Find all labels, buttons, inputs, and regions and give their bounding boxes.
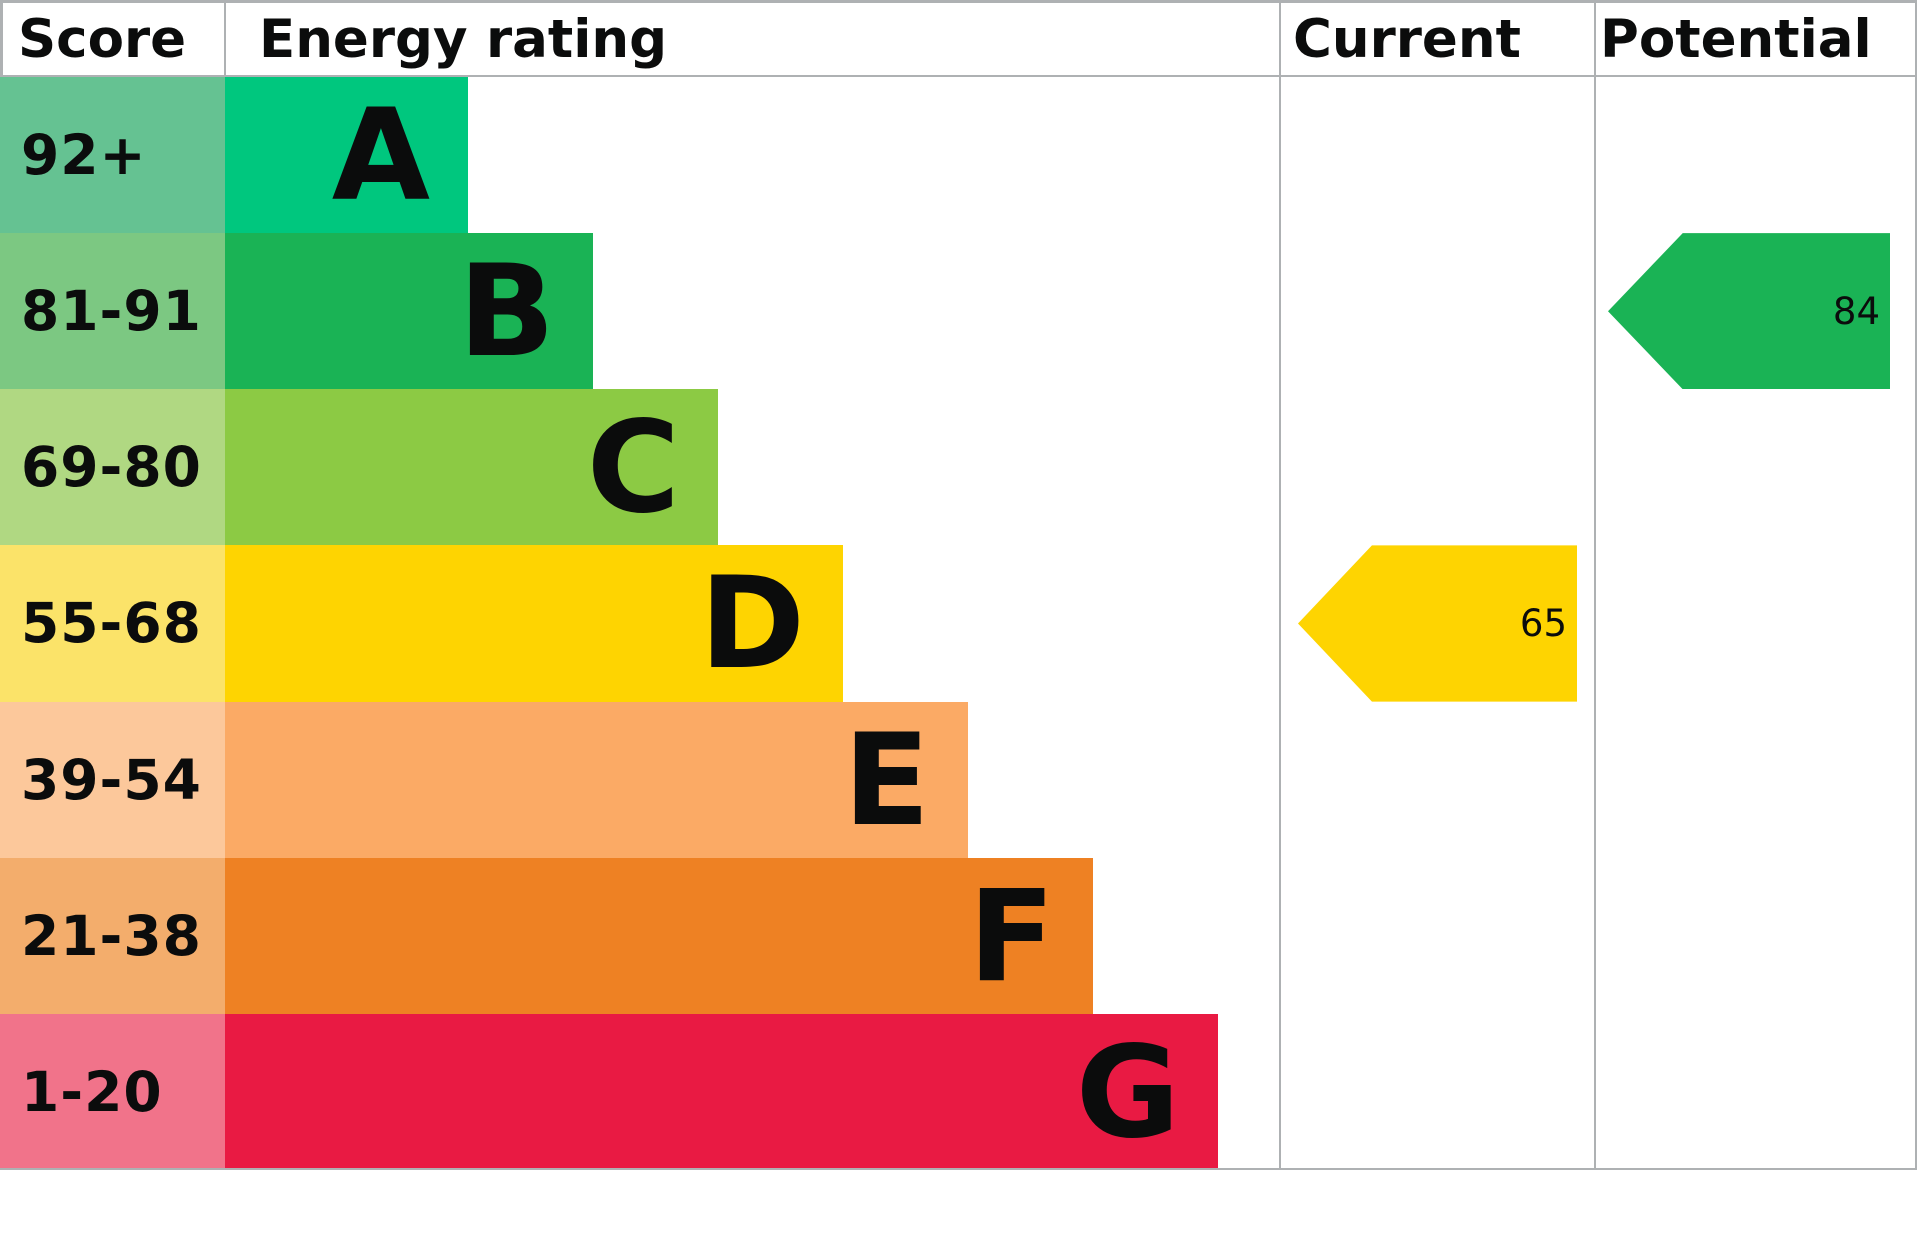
band-bar-d: D bbox=[225, 545, 843, 702]
score-range-cell-f: 21-38 bbox=[0, 857, 225, 1014]
column-header-current: Current bbox=[1293, 9, 1521, 70]
divider-rating-current bbox=[1278, 0, 1281, 1170]
header-bottom-border bbox=[0, 74, 1917, 77]
score-range-cell-b: 81-91 bbox=[0, 233, 225, 390]
band-bar-f: F bbox=[225, 857, 1093, 1014]
score-range-cell-a: 92+ bbox=[0, 77, 225, 234]
column-header-energy-rating: Energy rating bbox=[259, 9, 668, 70]
column-header-potential: Potential bbox=[1600, 9, 1872, 70]
band-bar-b: B bbox=[225, 233, 593, 390]
column-header-score: Score bbox=[18, 9, 187, 70]
band-bar-a: A bbox=[225, 77, 468, 234]
header-border-left bbox=[0, 0, 3, 77]
divider-current-potential bbox=[1593, 0, 1596, 1170]
score-range-cell-e: 39-54 bbox=[0, 701, 225, 858]
band-bar-e: E bbox=[225, 701, 968, 858]
table-border-right bbox=[1914, 0, 1917, 1170]
table-border-bottom bbox=[0, 1167, 1917, 1170]
score-range-cell-c: 69-80 bbox=[0, 389, 225, 546]
current-rating-arrow: 65 bbox=[1298, 545, 1577, 702]
header-divider-score-rating bbox=[223, 0, 226, 77]
band-bar-c: C bbox=[225, 389, 718, 546]
potential-rating-arrow: 84 bbox=[1608, 233, 1890, 390]
score-range-cell-g: 1-20 bbox=[0, 1013, 225, 1170]
band-bar-g: G bbox=[225, 1013, 1218, 1170]
table-border-top bbox=[0, 0, 1917, 3]
score-range-cell-d: 55-68 bbox=[0, 545, 225, 702]
